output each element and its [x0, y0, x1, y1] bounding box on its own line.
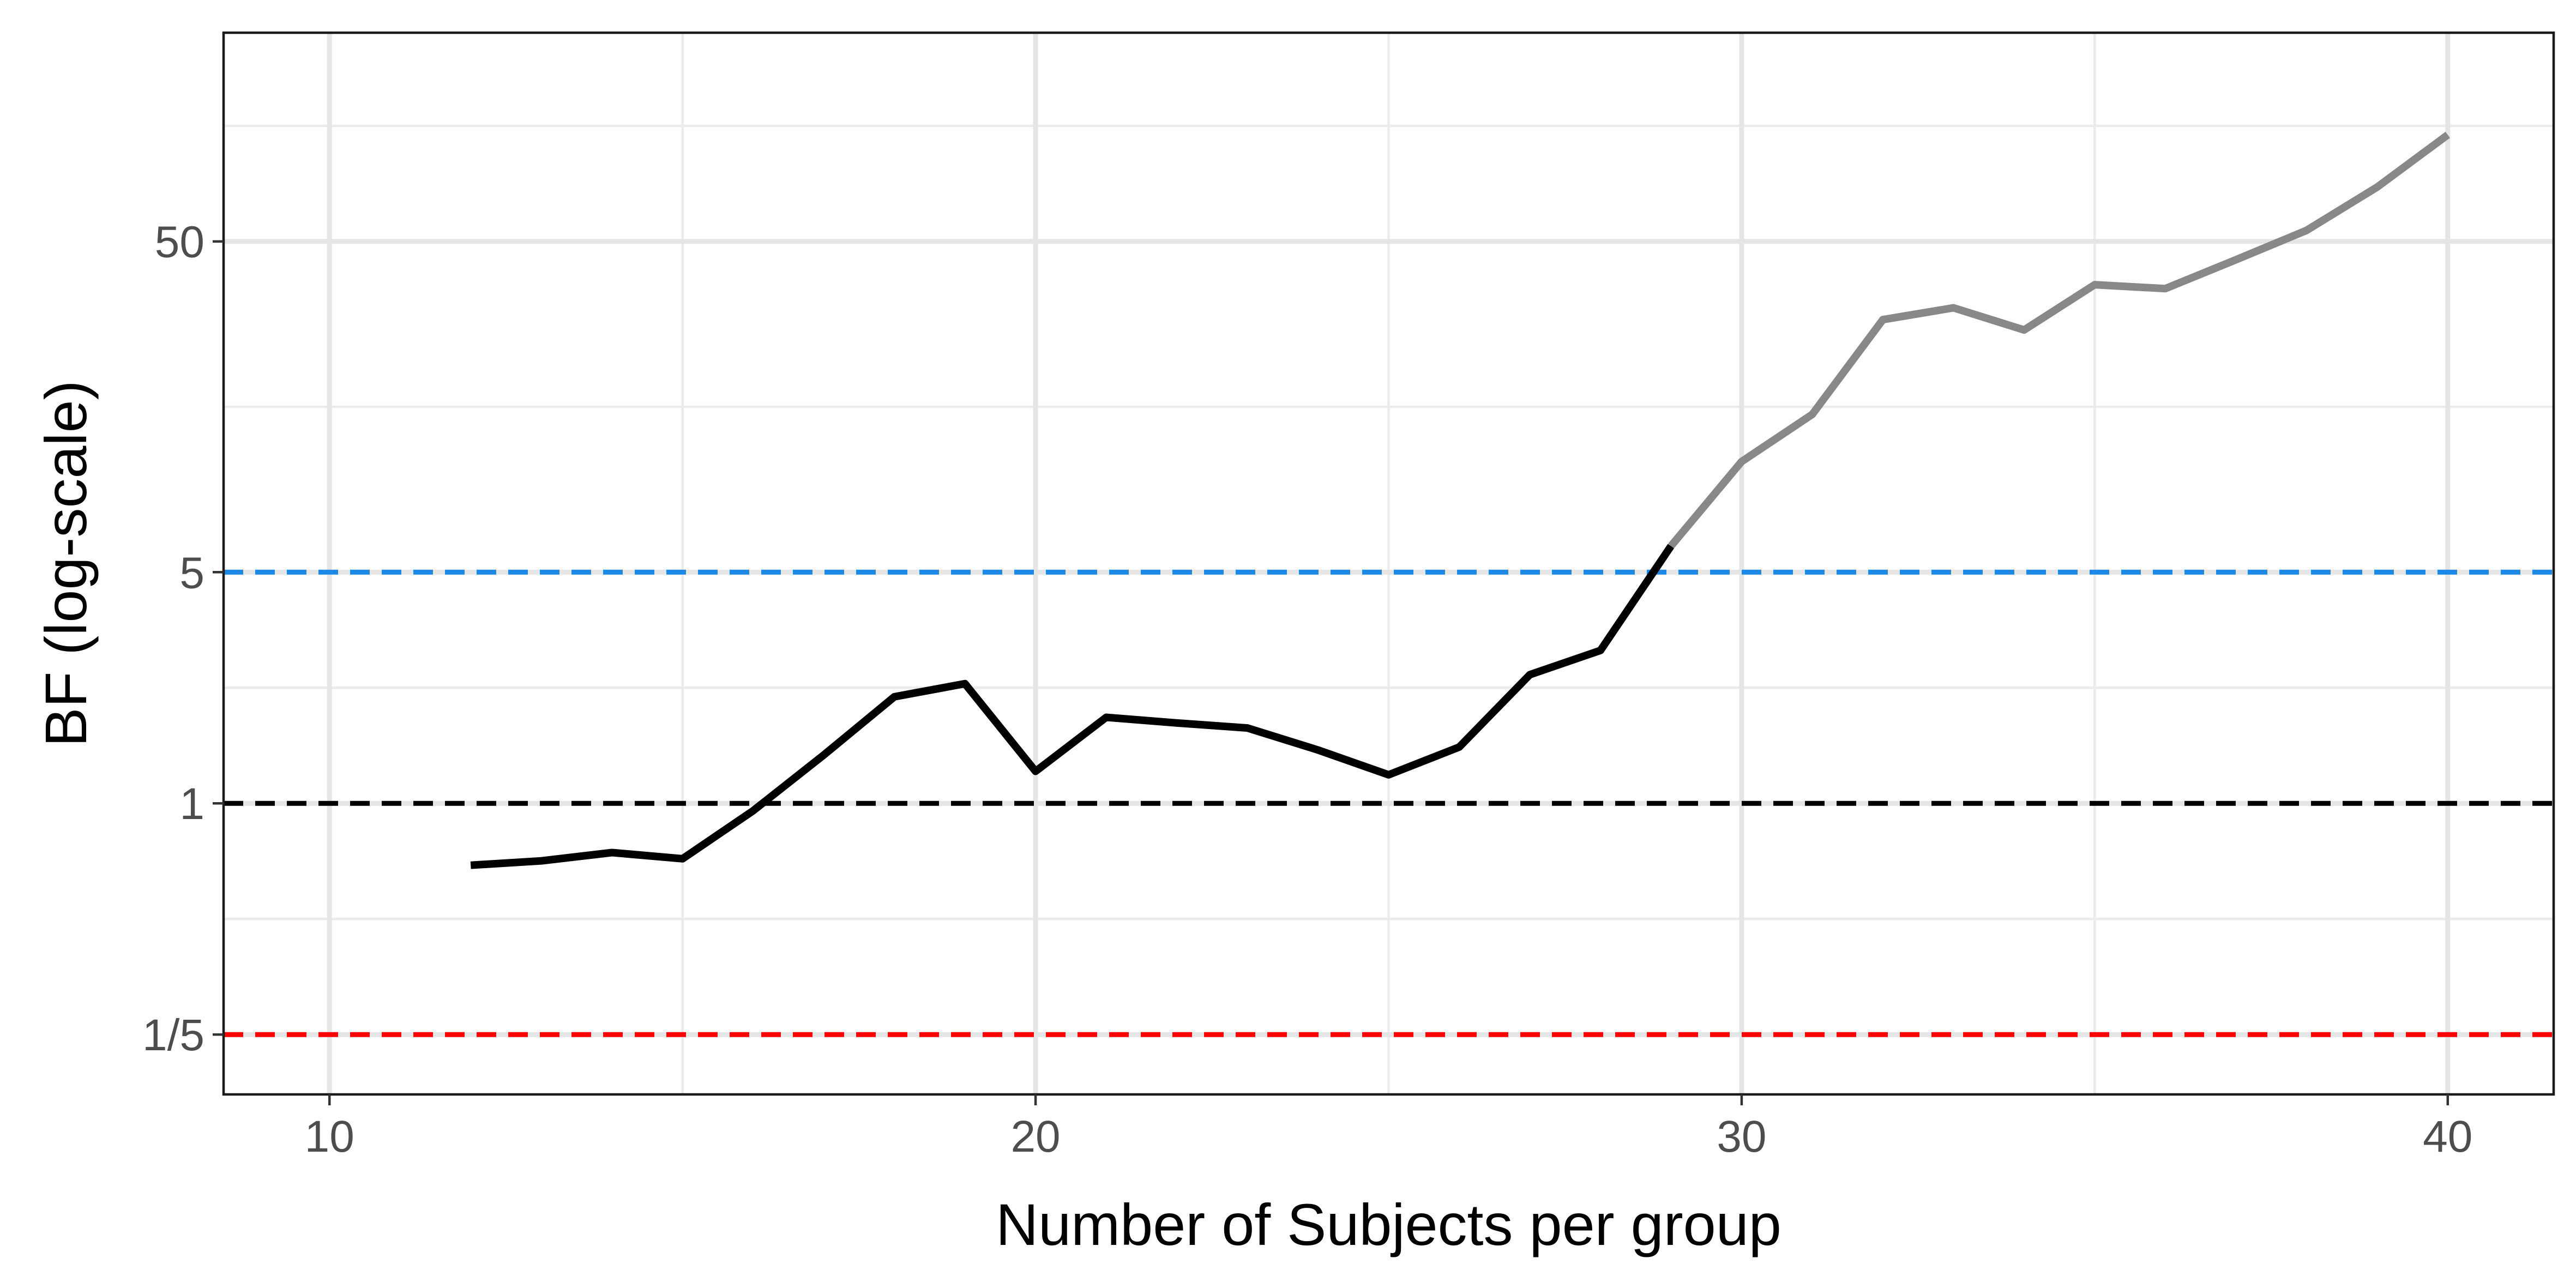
y-tick-label: 1 [179, 779, 204, 829]
y-tick-label: 50 [155, 218, 204, 267]
y-axis-ticks: 1/5 1 5 50 [142, 218, 224, 1060]
reference-lines [224, 569, 2554, 1037]
series-line-1 [1668, 131, 2450, 549]
y-tick-label: 5 [179, 548, 204, 598]
y-axis-title: BF (log-scale) [33, 380, 99, 747]
x-axis-ticks: 10 20 30 40 [305, 1094, 2472, 1161]
x-tick-label: 20 [1010, 1112, 1060, 1161]
y-tick-label: 1/5 [142, 1010, 204, 1060]
x-axis-title: Number of Subjects per group [996, 1191, 1781, 1257]
panel-border [222, 31, 2555, 1096]
x-tick-label: 30 [1717, 1112, 1766, 1161]
series-line-0 [470, 544, 1675, 869]
x-tick-label: 10 [305, 1112, 354, 1161]
grid [224, 33, 2554, 1094]
series-lines [470, 131, 2450, 869]
x-tick-label: 40 [2423, 1112, 2472, 1161]
